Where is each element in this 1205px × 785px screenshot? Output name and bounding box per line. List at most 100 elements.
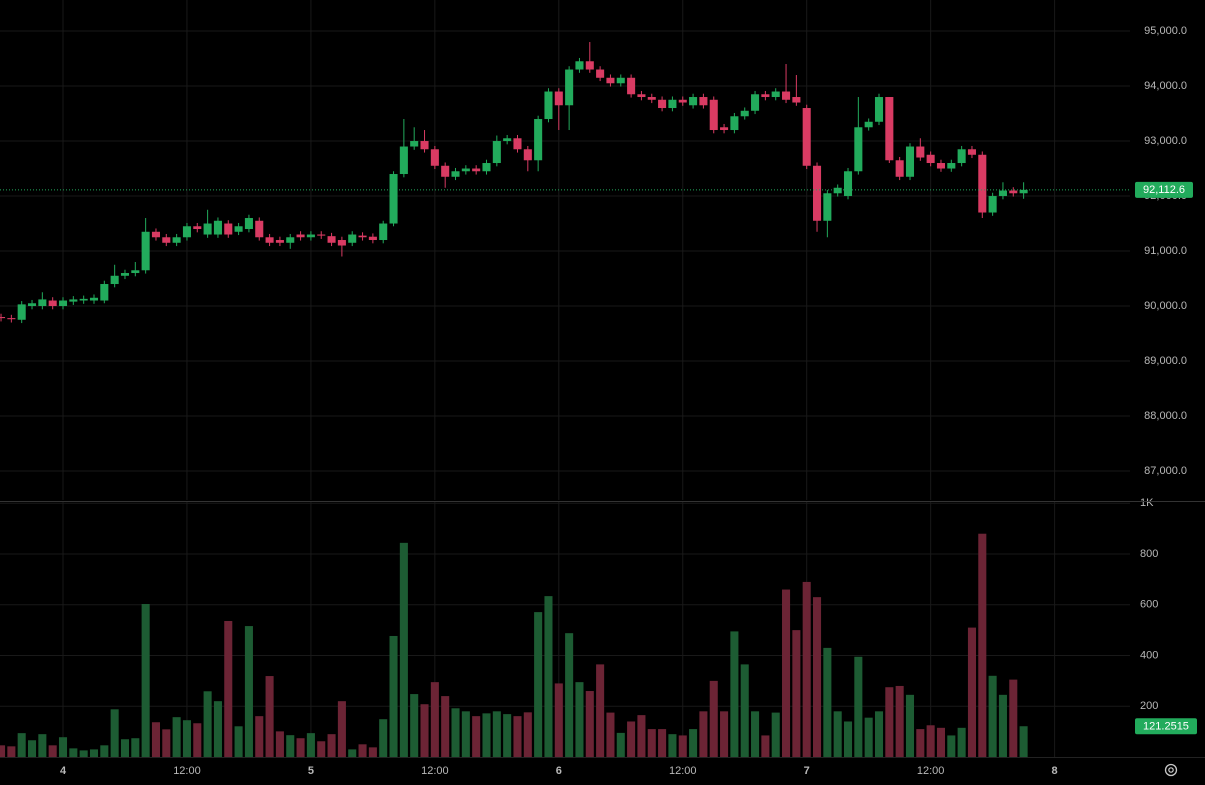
candle [420,130,429,757]
candle-body [782,91,791,100]
candle-body [492,141,501,164]
candle-body [275,240,284,243]
volume-tick-label: 1K [1140,497,1154,509]
candle [616,74,625,757]
candle-body [306,234,315,238]
volume-bar [131,738,140,757]
volume-bar [854,656,863,757]
candle-body [709,99,718,131]
y-tick-label: 94,000.0 [1144,80,1187,92]
x-tick-label: 5 [308,765,314,777]
y-tick-label: 93,000.0 [1144,135,1187,147]
candle-body [895,160,904,177]
candle [678,96,687,757]
candle [689,93,698,757]
volume-bar [275,731,284,757]
candle [1009,187,1018,757]
candle [895,156,904,757]
volume-bar [926,725,935,757]
volume-bar [224,621,233,757]
candle-body [720,127,729,131]
candle [451,167,460,757]
candle [843,167,853,757]
candle-body [988,196,997,213]
x-tick-label: 7 [804,765,810,777]
volume-bar [637,715,646,757]
candle [833,184,842,757]
y-tick-label: 89,000.0 [1144,355,1187,367]
last-volume-label: 121.2515 [1143,721,1189,733]
volume-bar [544,596,553,757]
volume-bar [120,739,130,757]
volume-bar [79,750,88,757]
candle [554,88,563,757]
volume-bar [936,727,946,757]
candle-body [771,91,780,98]
candle [751,90,760,757]
candle [389,171,398,757]
volume-bar [813,597,822,757]
candle-body [224,223,233,235]
x-tick-label: 12:00 [917,765,945,777]
candle-body [658,99,667,109]
candle [720,123,729,757]
volume-bar [141,604,150,757]
volume-bar [69,748,78,757]
candle-body [647,97,656,100]
candle [275,236,284,757]
volume-bar [782,589,791,757]
candle-body [554,91,563,106]
candle [472,165,481,757]
volume-bar [978,533,987,757]
candle-body [0,317,6,319]
candle [771,88,780,757]
volume-bar [565,633,574,757]
candle-body [110,275,119,285]
candle [265,233,274,757]
volume-bar [38,734,47,757]
candle-body [296,234,305,238]
candle [709,96,718,757]
candle-body [813,165,822,221]
candle-body [255,220,264,238]
candle-body [317,234,326,236]
candle-body [58,300,68,307]
volume-bar [699,711,708,757]
candle-body [358,235,367,238]
candle [151,228,160,757]
volume-bar [823,647,832,757]
candle-body [89,297,99,301]
candle-body [740,110,749,117]
candle [947,159,956,757]
candle-body [823,193,832,221]
candle [203,209,212,757]
volume-bar [358,744,367,757]
volume-tick-label: 800 [1140,548,1158,560]
candle [410,127,419,757]
candle-body [472,168,481,172]
candle-body [616,77,625,84]
candle-body [379,223,388,241]
candle [461,165,470,757]
volume-bar [410,694,419,757]
candle-body [234,226,243,232]
candle-body [792,97,801,103]
candle [379,220,388,757]
candle-body [141,231,150,271]
candle-body [182,226,191,238]
candle [89,294,99,757]
candle [17,301,26,757]
candle [503,134,512,757]
volume-bar [0,745,6,757]
volume-bar [730,631,739,757]
volume-bar [441,696,450,757]
candle [79,295,88,757]
candle-body [399,146,408,175]
candle-body [172,237,181,243]
volume-bar [399,542,408,757]
last-volume-box [1135,718,1197,735]
volume-bar [1019,726,1028,757]
volume-tick-label: 200 [1140,700,1158,712]
volume-bar [327,734,336,757]
settings-icon[interactable] [1164,763,1178,777]
